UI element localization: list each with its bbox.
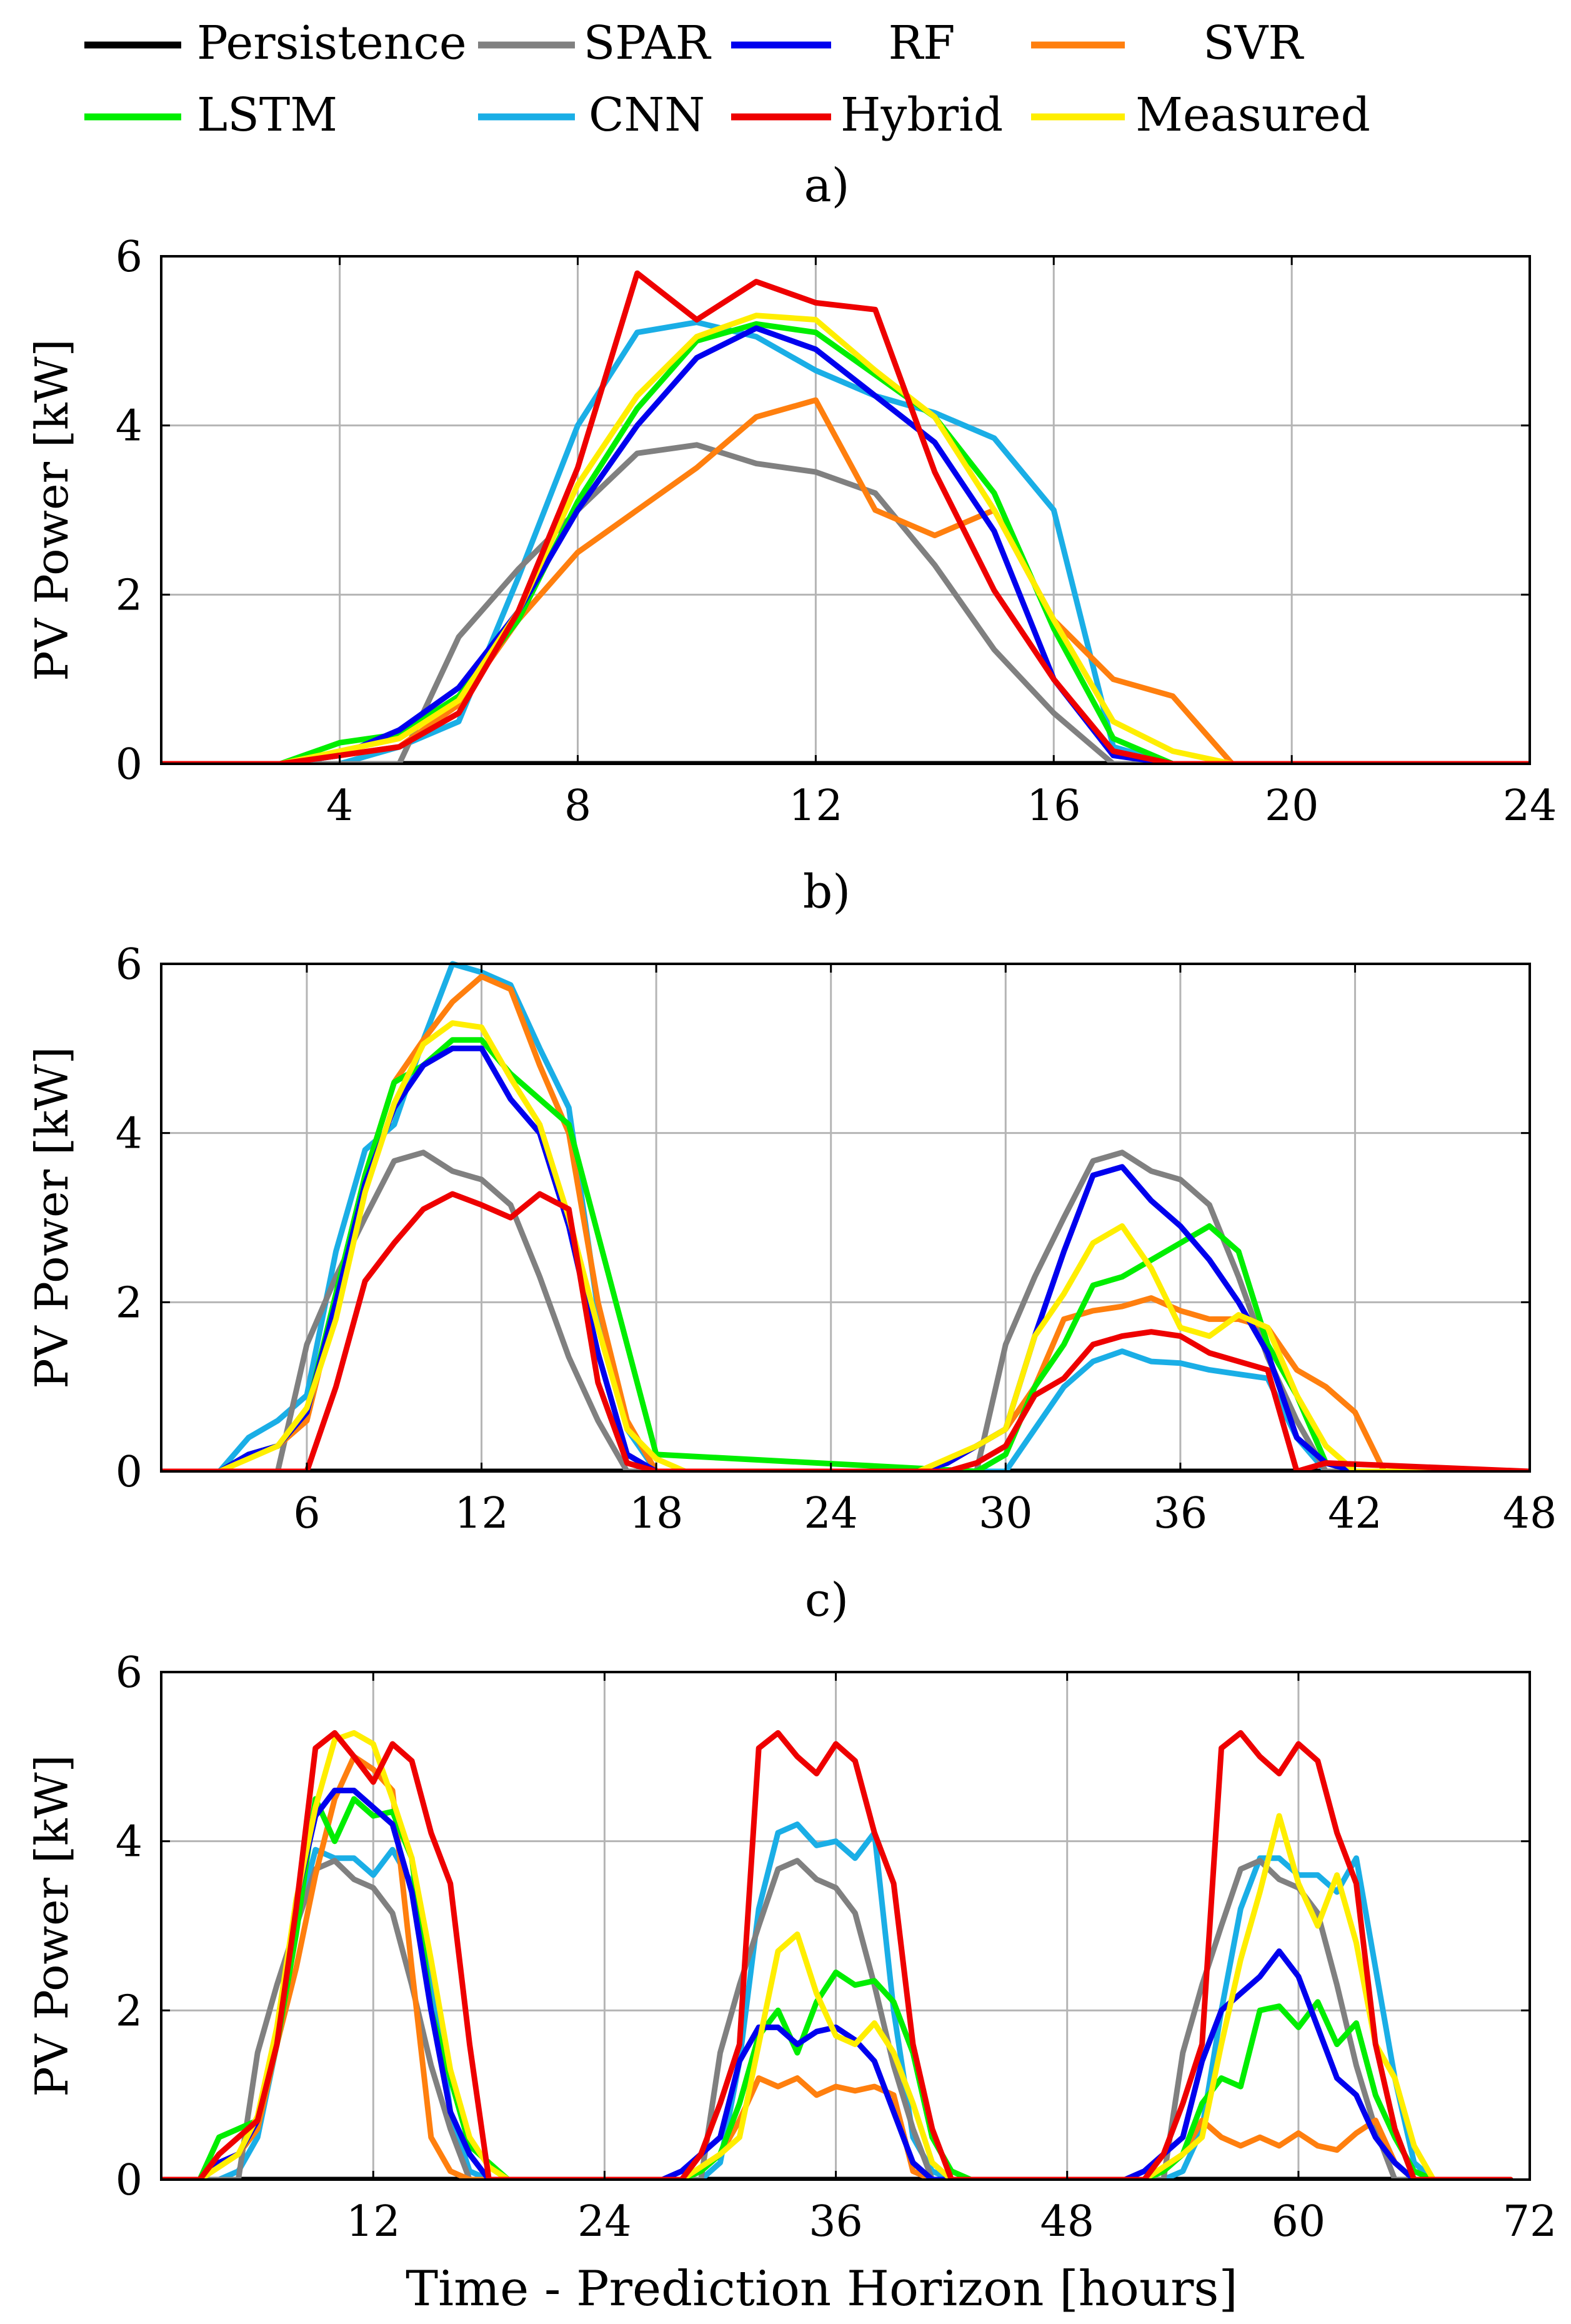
legend-entry-cnn: CNN — [478, 88, 705, 142]
grid — [161, 256, 1530, 764]
y-tick-label: 2 — [116, 1278, 142, 1328]
series-line-rf — [161, 1788, 1514, 2180]
series-line-cnn — [161, 1821, 1514, 2180]
series-line-svr — [161, 973, 1530, 1471]
series-line-lstm — [161, 1796, 1514, 2180]
legend-label-spar: SPAR — [584, 16, 712, 70]
series-line-spar — [161, 1858, 1514, 2180]
y-tick-label: 4 — [116, 1109, 142, 1159]
series-line-spar — [161, 442, 1530, 764]
legend-label-persistence: Persistence — [197, 16, 467, 70]
plot-frame — [160, 963, 1531, 1473]
x-tick-label: 6 — [293, 1489, 320, 1538]
legend-entry-lstm: LSTM — [84, 88, 337, 142]
x-tick-label: 36 — [809, 2197, 863, 2246]
y-tick-label: 6 — [116, 233, 142, 282]
legend-entry-measured: Measured — [1031, 88, 1370, 142]
x-tick-label: 24 — [804, 1489, 858, 1538]
y-tick-label: 0 — [116, 1448, 142, 1497]
legend: Persistence SPAR RF SVR LSTM CNN Hybrid Measure… — [84, 16, 1370, 142]
x-tick-label: 12 — [346, 2197, 401, 2246]
x-tick-label: 8 — [564, 781, 591, 831]
y-tick-label: 0 — [116, 740, 142, 789]
x-axis-label: Time - Prediction Horizon [hours] — [406, 2261, 1238, 2317]
x-tick-label: 12 — [454, 1489, 509, 1538]
series-line-lstm — [161, 1037, 1530, 1471]
plot-frame — [160, 255, 1531, 765]
y-tick-label: 4 — [116, 402, 142, 451]
series-line-measured — [161, 1020, 1530, 1471]
series-line-lstm — [161, 321, 1530, 764]
plot-frame — [160, 1671, 1531, 2181]
y-tick-label: 4 — [116, 1818, 142, 1867]
legend-label-rf: RF — [888, 16, 955, 70]
panel-title: a) — [804, 159, 850, 213]
x-tick-label: 16 — [1027, 781, 1081, 831]
panel-title: c) — [805, 1573, 849, 1627]
y-tick-label: 6 — [116, 1648, 142, 1698]
series-lines — [161, 1730, 1514, 2180]
legend-entry-persistence: Persistence — [84, 16, 467, 70]
series-line-hybrid — [161, 1730, 1514, 2180]
series-line-hybrid — [161, 1191, 1530, 1471]
series-lines — [161, 270, 1530, 764]
y-tick-label: 2 — [116, 1986, 142, 2036]
legend-label-svr: SVR — [1203, 16, 1304, 70]
series-lines — [161, 961, 1530, 1471]
x-tick-label: 24 — [577, 2197, 632, 2246]
grid — [161, 1672, 1530, 2180]
y-tick-label: 6 — [116, 940, 142, 989]
series-line-svr — [161, 1753, 1514, 2180]
x-tick-label: 18 — [629, 1489, 684, 1538]
legend-entry-rf: RF — [731, 16, 955, 70]
legend-entry-svr: SVR — [1031, 16, 1304, 70]
x-tick-label: 20 — [1265, 781, 1319, 831]
x-tick-label: 42 — [1328, 1489, 1382, 1538]
y-axis-label: PV Power [kW] — [26, 1046, 78, 1389]
series-line-measured — [161, 313, 1530, 764]
x-tick-label: 60 — [1272, 2197, 1326, 2246]
y-tick-label: 0 — [116, 2156, 142, 2205]
x-tick-label: 72 — [1503, 2197, 1557, 2246]
x-tick-label: 48 — [1503, 1489, 1557, 1538]
x-tick-label: 12 — [789, 781, 843, 831]
series-line-spar — [161, 1149, 1530, 1471]
y-axis-label: PV Power [kW] — [26, 1755, 78, 2097]
x-tick-label: 48 — [1040, 2197, 1094, 2246]
y-axis-label: PV Power [kW] — [26, 339, 78, 681]
series-line-rf — [161, 1045, 1530, 1471]
legend-entry-spar: SPAR — [478, 16, 712, 70]
legend-entry-hybrid: Hybrid — [731, 88, 1003, 142]
series-line-svr — [161, 397, 1530, 764]
legend-label-cnn: CNN — [589, 88, 705, 142]
series-line-cnn — [161, 319, 1530, 764]
series-line-rf — [161, 325, 1530, 764]
x-tick-label: 4 — [326, 781, 353, 831]
x-tick-label: 24 — [1503, 781, 1557, 831]
legend-label-measured: Measured — [1135, 88, 1370, 142]
panel-title: b) — [803, 865, 850, 919]
legend-label-hybrid: Hybrid — [840, 88, 1003, 142]
x-tick-label: 30 — [979, 1489, 1033, 1538]
x-tick-label: 36 — [1154, 1489, 1208, 1538]
legend-label-lstm: LSTM — [197, 88, 337, 142]
y-tick-label: 2 — [116, 571, 142, 620]
